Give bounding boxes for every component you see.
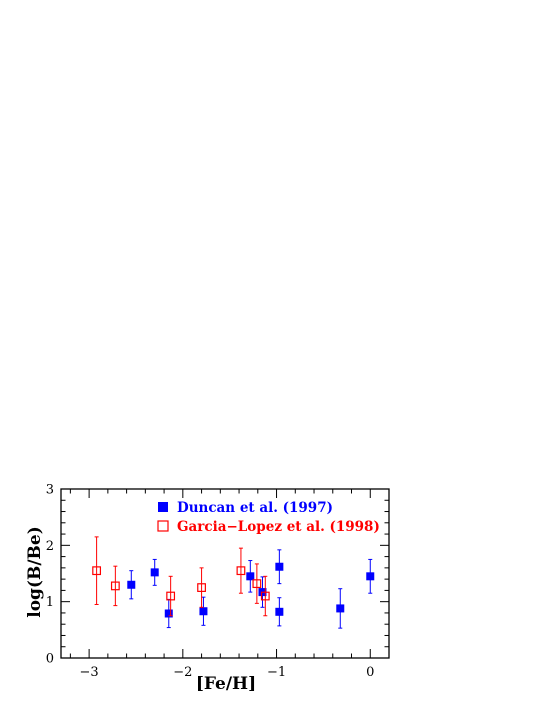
data-point bbox=[275, 562, 284, 571]
x-tick-label: 0 bbox=[366, 665, 374, 680]
data-point bbox=[252, 579, 262, 589]
axis-ticks bbox=[61, 488, 390, 659]
legend-label: Garcia−Lopez et al. (1998) bbox=[177, 519, 380, 535]
data-point bbox=[197, 583, 206, 592]
data-point bbox=[275, 607, 284, 616]
legend-marker bbox=[157, 520, 169, 532]
x-axis-label: [Fe/H] bbox=[196, 674, 256, 694]
x-tick-label: −2 bbox=[173, 665, 192, 680]
data-point bbox=[127, 580, 136, 589]
data-point bbox=[199, 607, 208, 616]
data-point bbox=[336, 604, 345, 613]
legend-marker bbox=[158, 502, 168, 512]
data-point bbox=[236, 566, 246, 576]
data-point bbox=[92, 566, 102, 576]
plot-frame bbox=[60, 488, 390, 659]
tick-labels: −3 −2 −1 0 0 1 2 3 bbox=[46, 483, 375, 681]
y-tick-label: 3 bbox=[46, 483, 54, 498]
data-point bbox=[260, 591, 270, 601]
data-point bbox=[150, 568, 159, 577]
data-point bbox=[164, 609, 173, 618]
y-tick-label: 2 bbox=[46, 539, 54, 554]
y-tick-label: 1 bbox=[46, 595, 54, 610]
legend: Duncan et al. (1997) Garcia−Lopez et al. … bbox=[157, 500, 380, 535]
data-points bbox=[92, 536, 375, 629]
data-point bbox=[110, 581, 120, 591]
legend-label: Duncan et al. (1997) bbox=[177, 500, 333, 516]
data-point bbox=[366, 572, 375, 581]
y-axis-label: log(B/Be) bbox=[25, 526, 45, 618]
y-tick-label: 0 bbox=[46, 652, 54, 667]
x-tick-label: −1 bbox=[267, 665, 286, 680]
data-point bbox=[166, 591, 176, 601]
data-point bbox=[246, 572, 255, 581]
x-tick-label: −3 bbox=[80, 665, 99, 680]
